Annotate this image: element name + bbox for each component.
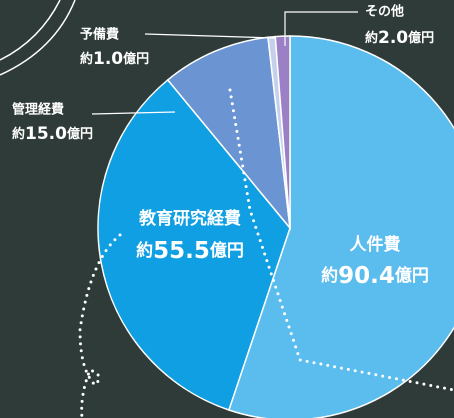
value-label: 約15.0億円 (12, 124, 93, 144)
slice-label: 管理経費 (12, 102, 64, 118)
chart: 人件費約90.4億円 教育研究経費約55.5億円 管理経費約15.0億円 予備費約1.… (0, 0, 454, 418)
value-label: 約55.5億円 (136, 238, 244, 264)
slice-label: その他 (365, 4, 404, 20)
decoration (0, 0, 60, 60)
value-label: 約2.0億円 (365, 28, 434, 48)
value-label: 約1.0億円 (80, 49, 149, 69)
slice-label: 人件費 (350, 234, 401, 255)
decoration (0, 0, 75, 75)
leader-line (145, 34, 275, 38)
slice-label: 教育研究経費 (138, 208, 241, 229)
value-label: 約90.4億円 (321, 263, 429, 289)
slice-label: 予備費 (80, 27, 119, 43)
